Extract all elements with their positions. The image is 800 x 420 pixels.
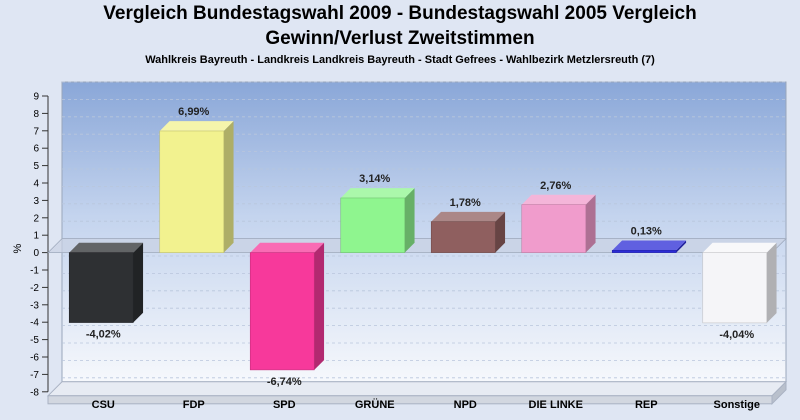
bar-top [340, 188, 415, 198]
x-tick-label: SPD [273, 399, 296, 411]
chart-title-line-1: Vergleich Bundestagswahl 2009 - Bundesta… [103, 3, 697, 24]
plot-floor-front [47, 395, 773, 405]
bar-top [69, 242, 144, 253]
bar-value-label: -4,02% [86, 329, 121, 341]
bar-side [585, 194, 596, 253]
y-tick-label: -1 [30, 266, 39, 277]
x-tick-label: DIE LINKE [529, 399, 583, 411]
bar-value-label: -6,74% [267, 376, 302, 388]
bar-side [133, 242, 144, 323]
y-tick-label: -2 [30, 283, 39, 294]
x-tick-label: CSU [92, 399, 115, 411]
bar [430, 221, 496, 253]
y-tick-label: -8 [30, 387, 39, 398]
x-tick-label: Sonstige [714, 399, 760, 411]
y-tick-label: 0 [33, 248, 39, 259]
y-tick-label: 9 [33, 92, 39, 103]
bar-side [314, 242, 325, 370]
y-tick-label: 5 [33, 161, 39, 172]
y-tick-label: -7 [30, 370, 39, 381]
bar-value-label: 0,13% [631, 226, 662, 238]
bar [611, 250, 677, 253]
y-tick-label: -3 [30, 300, 39, 311]
bar-side [223, 121, 234, 253]
bar-value-label: 2,76% [540, 180, 571, 192]
bar-top [250, 242, 325, 253]
bar [521, 204, 587, 253]
bar-top [521, 194, 596, 205]
y-axis-label: % [12, 243, 24, 253]
plot-floor [46, 381, 788, 397]
y-tick-label: 4 [33, 179, 39, 190]
y-tick-label: -5 [30, 335, 39, 346]
plot-floor-side [771, 380, 787, 406]
x-tick-label: FDP [183, 399, 205, 411]
bar-value-label: 6,99% [178, 106, 209, 118]
bar [68, 252, 134, 323]
bar-value-label: 1,78% [450, 197, 481, 209]
bar [340, 197, 406, 253]
bar-top [431, 211, 506, 222]
bar-side [766, 242, 777, 323]
y-tick-label: 2 [33, 213, 39, 224]
chart-title-line-2: Gewinn/Verlust Zweitstimmen [265, 28, 535, 49]
x-tick-label: GRÜNE [355, 398, 395, 411]
bar-side [495, 211, 506, 253]
y-tick-label: 3 [33, 196, 39, 207]
bar-value-label: -4,04% [719, 329, 754, 341]
y-tick-label: -6 [30, 353, 39, 364]
bar-top [159, 121, 234, 131]
y-tick-label: 6 [33, 144, 39, 155]
bar-side [404, 188, 415, 253]
bar-top [612, 240, 687, 251]
bar-side [676, 240, 687, 253]
y-tick-label: -4 [30, 318, 39, 329]
x-tick-label: NPD [454, 399, 477, 411]
bar [249, 252, 315, 371]
x-tick-label: REP [635, 399, 658, 411]
y-tick-label: 8 [33, 109, 39, 120]
bar [159, 130, 225, 253]
chart-subtitle: Wahlkreis Bayreuth - Landkreis Landkreis… [145, 54, 655, 66]
bar-value-label: 3,14% [359, 173, 390, 185]
bar-top [702, 242, 777, 253]
y-tick-label: 7 [33, 126, 39, 137]
y-tick-label: 1 [33, 231, 39, 242]
bar [702, 252, 768, 324]
